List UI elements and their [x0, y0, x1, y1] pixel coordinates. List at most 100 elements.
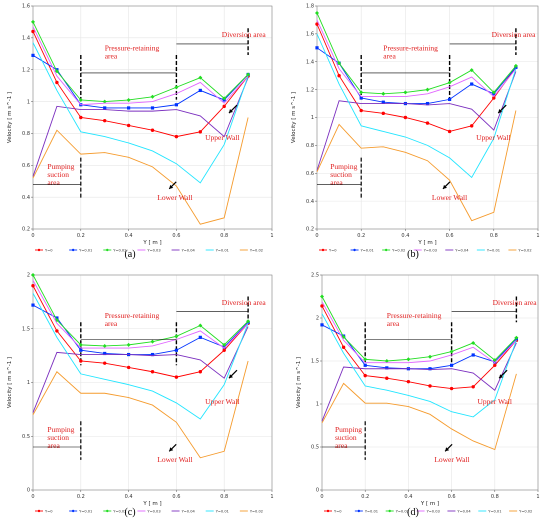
- data-point: [428, 354, 432, 359]
- annotation-line: area: [335, 441, 348, 450]
- series-line: [321, 342, 517, 422]
- annotation-line: area: [47, 178, 60, 187]
- data-point: [471, 340, 476, 345]
- data-point: [406, 357, 411, 362]
- data-point: [79, 115, 83, 120]
- chart-panel-2: 0.20.40.60.811.21.41.61.80 0.2 0.4 0.6 0.8 1Y…: [291, 4, 540, 260]
- annotation-line: area: [330, 178, 343, 187]
- y-tick-label: 0.2: [306, 227, 314, 233]
- x-tick-label: 1: [536, 233, 539, 239]
- x-tick-label: 0.6: [448, 494, 456, 500]
- series-line: [32, 304, 249, 355]
- annotation-pumping: Pumping suction area: [47, 162, 74, 187]
- data-point: [359, 96, 363, 100]
- x-tick-label: 0.4: [125, 494, 133, 500]
- annotation-lower: Lower Wall: [434, 455, 469, 464]
- annotation-line: area: [383, 52, 396, 61]
- series-Y-0-02-6: [32, 117, 249, 225]
- y-tick-label: 1.8: [306, 4, 314, 10]
- series-line: [316, 71, 517, 171]
- legend-marker: [106, 248, 109, 252]
- data-point: [198, 323, 203, 328]
- annotation-line: area: [387, 319, 400, 328]
- series-line: [32, 54, 249, 109]
- annotation-line: suction: [47, 170, 69, 179]
- annotation-line: area: [105, 52, 118, 61]
- series-Y-0-02-2: [31, 19, 251, 104]
- legend-entry: Y=0.03: [427, 509, 440, 513]
- annotation-pumping: Pumping suction area: [47, 425, 74, 450]
- y-tick-label: 0.2: [22, 227, 30, 233]
- data-point: [428, 384, 432, 388]
- series-line: [32, 31, 249, 138]
- series-line: [32, 26, 249, 106]
- grid: [316, 5, 539, 230]
- data-point: [363, 363, 367, 367]
- data-point: [103, 361, 107, 365]
- data-point: [102, 343, 107, 348]
- legend: Y=0 Y=0.01 Y=0.02 Y=0.03 Y=0.04 Y=0.01 Y=0.02: [319, 248, 532, 252]
- data-point: [174, 375, 179, 379]
- x-tick-label: 0: [320, 494, 323, 500]
- y-tick-label: 0.8: [22, 131, 30, 137]
- series-Y-0-02-6: [32, 360, 249, 459]
- data-point: [406, 379, 411, 384]
- data-point: [55, 329, 59, 333]
- data-point: [447, 80, 452, 85]
- data-point: [174, 103, 178, 107]
- series-Y-0-01-1: [31, 53, 250, 110]
- x-tick-label: 0.8: [220, 494, 228, 500]
- y-tick-label: 0.6: [306, 171, 314, 177]
- data-point: [363, 357, 368, 362]
- data-point: [425, 101, 430, 106]
- series-line: [321, 313, 517, 418]
- x-axis-label: Y [ m ]: [420, 501, 439, 507]
- data-point: [174, 334, 179, 339]
- series-Y-0-01-5: [32, 293, 249, 420]
- x-tick-label: 0.2: [77, 233, 85, 239]
- data-point: [150, 106, 155, 110]
- x-tick-label: 1: [270, 233, 273, 239]
- series-line: [32, 326, 249, 413]
- data-point: [126, 97, 131, 102]
- legend-entry: Y=0.04: [455, 248, 469, 252]
- legend-entry: Y=0.02: [396, 509, 409, 513]
- legend-entry: Y=0: [45, 248, 53, 252]
- legend: Y=0 Y=0.01 Y=0.02 Y=0.03 Y=0.04 Y=0.01 Y=0.02: [324, 509, 532, 513]
- annotation-pressure: Pressure-retaining area: [383, 44, 438, 61]
- legend-entry: Y=0.04: [457, 509, 471, 513]
- y-tick-label: 2: [27, 273, 30, 279]
- legend-marker: [321, 248, 325, 252]
- grid: [32, 5, 273, 230]
- data-point: [514, 335, 519, 340]
- series-line: [321, 305, 517, 389]
- annotation-line: area: [47, 441, 60, 450]
- data-point: [359, 90, 364, 95]
- x-tick-label: 0.8: [220, 233, 228, 239]
- data-point: [337, 73, 341, 78]
- y-tick-label: 0.5: [22, 434, 30, 440]
- data-point: [222, 104, 226, 109]
- data-point: [150, 370, 155, 374]
- series-line: [316, 110, 517, 222]
- legend-entry: Y=0.02: [250, 248, 263, 252]
- data-point: [222, 348, 226, 352]
- upper-wall-arrowhead: [228, 374, 233, 379]
- legend-entry: Y=0.02: [392, 248, 405, 252]
- legend-marker: [357, 509, 361, 513]
- annotation-pressure: Pressure-retaining area: [387, 311, 442, 328]
- annotation-line: Pressure-retaining: [105, 44, 160, 53]
- data-point: [315, 46, 319, 50]
- data-point: [381, 91, 386, 96]
- x-tick-label: 0.6: [446, 233, 454, 239]
- series-Y-0-04-4: [32, 77, 249, 177]
- series-line: [316, 12, 517, 95]
- y-axis-label: Velocity [ m s^-1 ]: [7, 357, 13, 408]
- data-point: [320, 323, 324, 327]
- annotation-lower: Lower Wall: [157, 455, 192, 464]
- data-point: [31, 284, 35, 288]
- x-axis-label: Y [ m ]: [142, 501, 161, 507]
- data-point: [470, 124, 474, 128]
- legend-marker: [37, 509, 41, 513]
